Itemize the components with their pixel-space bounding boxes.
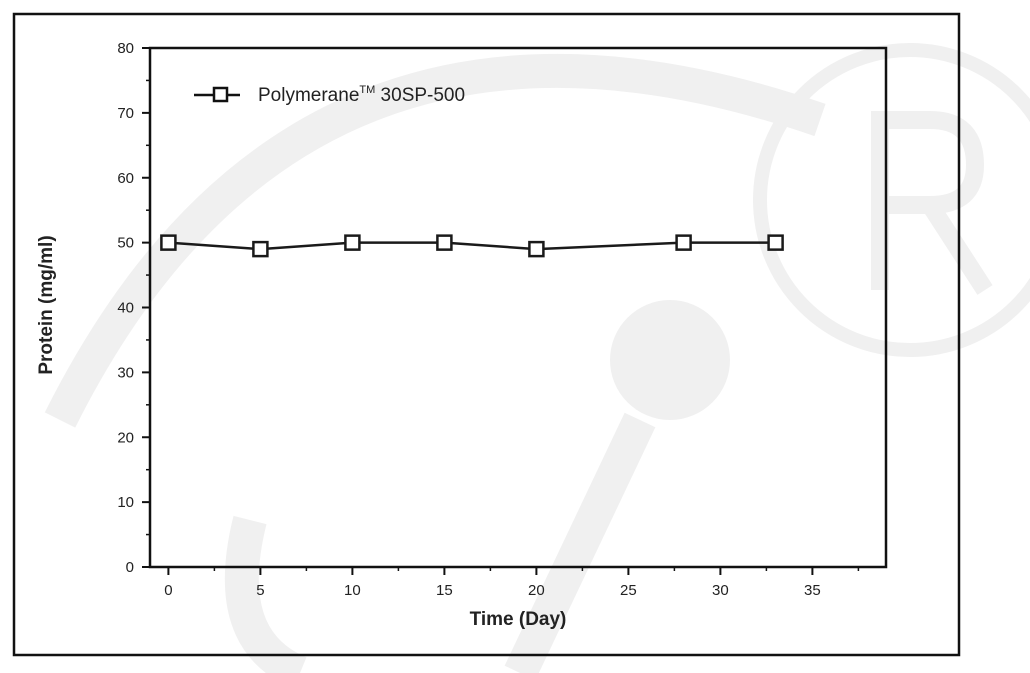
- x-tick-label: 25: [620, 582, 637, 599]
- x-tick-label: 0: [164, 582, 172, 599]
- legend-label-rest: 30SP-500: [375, 85, 465, 106]
- legend-marker: [212, 86, 229, 103]
- data-point-marker: [675, 234, 692, 251]
- y-tick-label: 0: [126, 559, 134, 576]
- y-tick-label: 10: [117, 494, 134, 511]
- x-tick-label: 5: [256, 582, 264, 599]
- y-tick-label: 30: [117, 364, 134, 381]
- data-point-marker: [436, 234, 453, 251]
- x-tick-label: 30: [712, 582, 729, 599]
- y-tick-label: 50: [117, 235, 134, 252]
- watermark-logo: [44, 43, 1030, 673]
- x-tick-label: 20: [528, 582, 545, 599]
- watermark-stroke-2: [224, 515, 308, 673]
- x-tick-label: 35: [804, 582, 821, 599]
- data-point-marker: [160, 234, 177, 251]
- watermark-stroke: [504, 412, 656, 673]
- data-point-marker: [252, 240, 269, 258]
- watermark-ring: [753, 43, 1030, 357]
- legend-label-sup: TM: [359, 84, 375, 96]
- x-axis-title: Time (Day): [470, 609, 567, 630]
- data-point-marker: [528, 240, 545, 258]
- y-tick-label: 60: [117, 170, 134, 187]
- data-point-marker: [344, 234, 361, 251]
- legend-label-main: Polymerane: [258, 85, 359, 106]
- y-axis: 0 10 20 30 40 50 60 70 80: [117, 40, 150, 576]
- legend: PolymeraneTM 30SP-500: [194, 84, 465, 106]
- y-tick-label: 40: [117, 300, 134, 317]
- watermark-arc: [44, 53, 826, 428]
- x-tick-label: 15: [436, 582, 453, 599]
- y-axis-title: Protein (mg/ml): [36, 235, 57, 374]
- y-tick-label: 70: [117, 105, 134, 122]
- series-layer: [160, 234, 784, 258]
- watermark-dot: [610, 300, 730, 420]
- figure-frame: [12, 12, 961, 657]
- y-tick-label: 20: [117, 429, 134, 446]
- x-axis: 0 5 10 15 20 25 30 35: [164, 567, 860, 599]
- y-tick-label: 80: [117, 40, 134, 57]
- data-point-marker: [767, 234, 784, 251]
- x-tick-label: 10: [344, 582, 361, 599]
- watermark-r-glyph: [871, 111, 993, 295]
- legend-label: PolymeraneTM 30SP-500: [258, 84, 465, 106]
